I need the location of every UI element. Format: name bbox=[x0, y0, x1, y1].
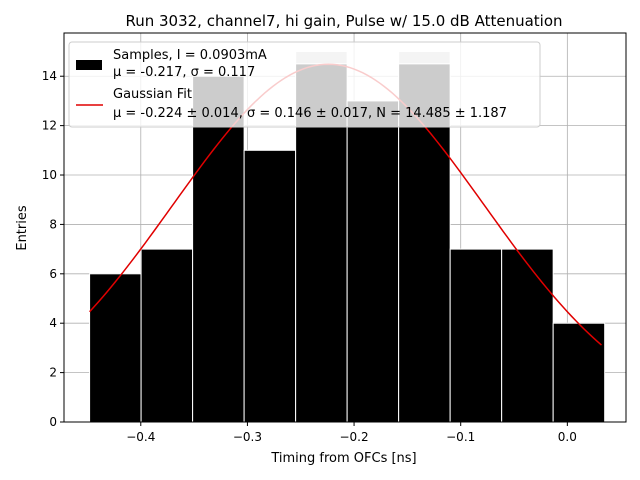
histogram-bar bbox=[192, 75, 245, 423]
y-tick-label: 12 bbox=[42, 119, 57, 133]
y-tick-label: 6 bbox=[49, 267, 57, 281]
x-axis-label: Timing from OFCs [ns] bbox=[270, 451, 416, 466]
histogram-bar bbox=[140, 248, 194, 423]
histogram-bar bbox=[89, 273, 142, 423]
y-axis-label: Entries bbox=[15, 205, 30, 251]
histogram-bar bbox=[449, 248, 503, 423]
x-tick-label: 0.0 bbox=[558, 430, 577, 444]
x-tick-label: −0.4 bbox=[126, 430, 155, 444]
legend-samples-stats: μ = -0.217, σ = 0.117 bbox=[113, 65, 255, 80]
histogram-bar bbox=[243, 149, 297, 423]
legend: Samples, I = 0.0903mA μ = -0.217, σ = 0.… bbox=[68, 41, 541, 128]
legend-fit-label: Gaussian Fit bbox=[113, 87, 192, 102]
legend-samples-label: Samples, I = 0.0903mA bbox=[113, 48, 267, 63]
histogram-bar bbox=[346, 100, 400, 423]
legend-fit-params: μ = -0.224 ± 0.014, σ = 0.146 ± 0.017, N… bbox=[113, 106, 507, 121]
y-tick-label: 8 bbox=[49, 217, 57, 231]
y-tick-label: 14 bbox=[42, 69, 57, 83]
x-tick-label: −0.1 bbox=[446, 430, 475, 444]
histogram-bar bbox=[501, 248, 554, 423]
legend-box bbox=[68, 41, 541, 128]
y-tick-label: 2 bbox=[49, 366, 57, 380]
x-tick-label: −0.2 bbox=[339, 430, 368, 444]
y-tick-label: 4 bbox=[49, 316, 57, 330]
y-tick-label: 10 bbox=[42, 168, 57, 182]
legend-samples-swatch bbox=[76, 60, 102, 70]
y-axis-ticks: 0 2 4 6 8 10 12 14 bbox=[42, 69, 64, 429]
x-axis-ticks: −0.4 −0.3 −0.2 −0.1 0.0 bbox=[126, 422, 577, 444]
histogram-bar bbox=[552, 322, 606, 423]
x-tick-label: −0.3 bbox=[233, 430, 262, 444]
y-tick-label: 0 bbox=[49, 415, 57, 429]
chart-title: Run 3032, channel7, hi gain, Pulse w/ 15… bbox=[125, 12, 562, 30]
plot-frame bbox=[63, 32, 627, 423]
